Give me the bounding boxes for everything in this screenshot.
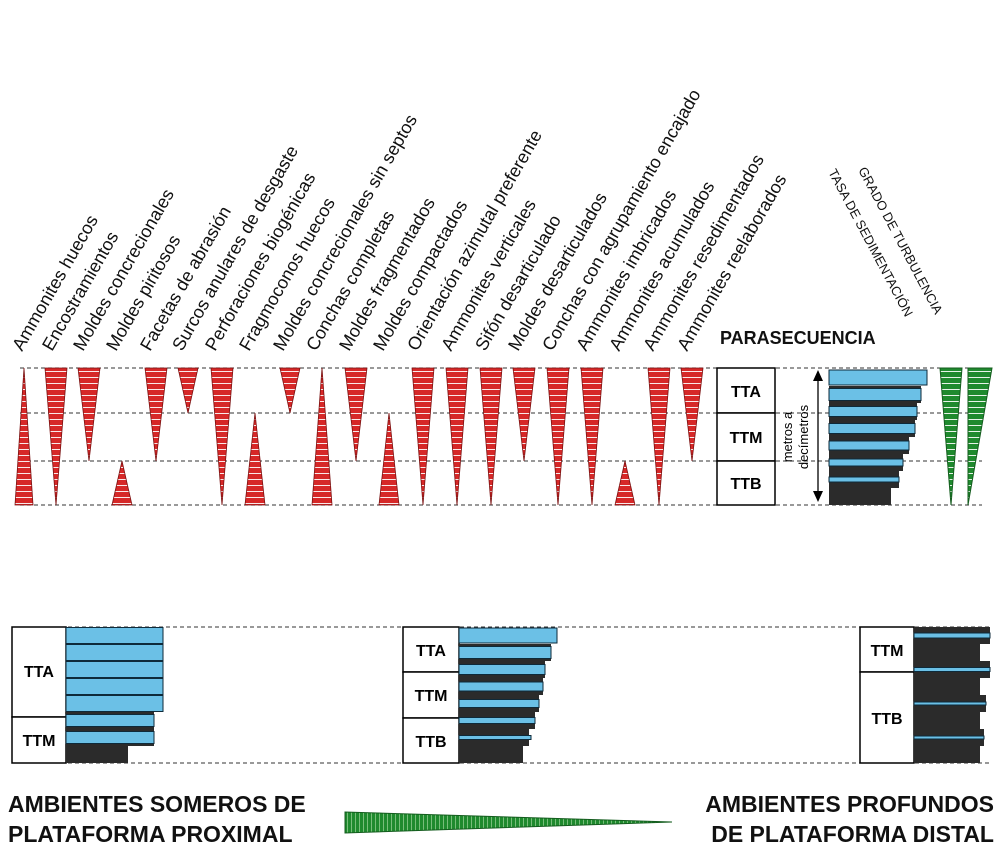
thickness-scale: metros a decímetros bbox=[780, 370, 823, 502]
taphonomic-triangle bbox=[77, 367, 101, 462]
bar-blue bbox=[913, 735, 985, 740]
middle-column: TTA TTM TTB bbox=[402, 626, 558, 764]
middle-box-tta: TTA bbox=[416, 643, 446, 660]
shallow-title-line1: AMBIENTES SOMEROS DE bbox=[8, 791, 306, 817]
taphonomic-triangles bbox=[14, 367, 704, 506]
shallow-box-ttm: TTM bbox=[23, 733, 56, 750]
taphonomic-triangle bbox=[512, 367, 536, 462]
deep-column: TTM TTB bbox=[859, 626, 991, 764]
bar-dark bbox=[914, 712, 980, 729]
bottom-guide-lines bbox=[12, 626, 990, 764]
green-trend-triangles bbox=[939, 367, 993, 506]
parasecuencia-bar-column bbox=[828, 369, 928, 505]
deep-box-ttm: TTM bbox=[871, 643, 904, 660]
taphonomic-triangle bbox=[144, 367, 168, 462]
taphonomic-triangle bbox=[378, 412, 400, 506]
bar-blue bbox=[458, 717, 536, 724]
grado-turbulencia-triangle bbox=[967, 367, 993, 506]
guide-lines bbox=[20, 367, 982, 506]
bar-blue bbox=[913, 632, 991, 639]
bar-blue bbox=[828, 476, 900, 483]
deep-box-ttb: TTB bbox=[871, 711, 902, 728]
bar-blue bbox=[65, 644, 164, 661]
bar-blue bbox=[65, 714, 155, 727]
parasecuencia-boxes: TTA TTM TTB bbox=[716, 367, 776, 506]
bar-blue bbox=[458, 646, 552, 659]
bar-dark bbox=[914, 644, 980, 661]
bar-blue bbox=[65, 661, 164, 678]
shallow-box-tta: TTA bbox=[24, 664, 54, 681]
bar-blue bbox=[65, 678, 164, 695]
taphonomic-triangle bbox=[445, 367, 469, 506]
taphonomic-triangle bbox=[244, 412, 266, 506]
scale-label-metros: metros a bbox=[780, 411, 795, 462]
bar-blue bbox=[828, 369, 928, 386]
bar-dark bbox=[914, 678, 980, 695]
taphonomic-triangle bbox=[546, 367, 570, 506]
taphonomic-triangle bbox=[311, 367, 333, 506]
taphonomic-triangle bbox=[344, 367, 368, 462]
bar-dark bbox=[914, 746, 980, 763]
bar-blue bbox=[828, 440, 910, 451]
taphonomic-triangle bbox=[279, 367, 301, 414]
bar-blue bbox=[828, 423, 916, 434]
middle-box-ttb: TTB bbox=[415, 734, 446, 751]
environment-gradient-wedge bbox=[344, 811, 673, 834]
taphonomic-triangle bbox=[614, 460, 636, 506]
bar-blue bbox=[913, 701, 987, 706]
bar-dark bbox=[66, 746, 128, 763]
bar-blue bbox=[65, 731, 155, 744]
shallow-column: TTA TTM bbox=[11, 626, 164, 764]
taphonomic-triangle bbox=[680, 367, 704, 462]
bar-blue bbox=[913, 667, 991, 672]
arrow-down-icon bbox=[813, 491, 823, 502]
bar-blue bbox=[458, 699, 540, 708]
taphonomic-triangle bbox=[177, 367, 199, 414]
scale-label-decimetros: decímetros bbox=[796, 404, 811, 469]
taphonomic-triangle bbox=[580, 367, 604, 506]
box-ttb: TTB bbox=[730, 476, 761, 493]
bar-blue bbox=[65, 695, 164, 712]
bar-blue bbox=[828, 388, 922, 401]
bar-blue bbox=[458, 681, 544, 692]
taphonomic-triangle bbox=[479, 367, 503, 506]
bar-blue bbox=[458, 735, 532, 740]
bar-blue bbox=[828, 458, 904, 467]
bar-blue bbox=[458, 664, 546, 675]
bar-dark bbox=[459, 746, 523, 763]
box-tta: TTA bbox=[731, 384, 761, 401]
bar-dark bbox=[829, 488, 891, 505]
taphonomic-triangle bbox=[411, 367, 435, 506]
deep-title-line1: AMBIENTES PROFUNDOS bbox=[705, 791, 994, 817]
middle-box-ttm: TTM bbox=[415, 688, 448, 705]
taphonomic-triangle bbox=[44, 367, 68, 506]
bar-blue bbox=[65, 627, 164, 644]
box-ttm: TTM bbox=[730, 430, 763, 447]
arrow-up-icon bbox=[813, 370, 823, 381]
bar-blue bbox=[458, 627, 558, 644]
taphonomic-triangle bbox=[14, 367, 34, 506]
taphonomic-triangle bbox=[210, 367, 234, 506]
parasecuencia-title: PARASECUENCIA bbox=[720, 328, 876, 348]
tasa-sedimentacion-triangle bbox=[939, 367, 963, 506]
taphonomic-triangle bbox=[111, 460, 133, 506]
shallow-title-line2: PLATAFORMA PROXIMAL bbox=[8, 821, 293, 847]
taphonomic-triangle bbox=[647, 367, 671, 506]
deep-title-line2: DE PLATAFORMA DISTAL bbox=[711, 821, 994, 847]
bar-blue bbox=[828, 406, 918, 417]
